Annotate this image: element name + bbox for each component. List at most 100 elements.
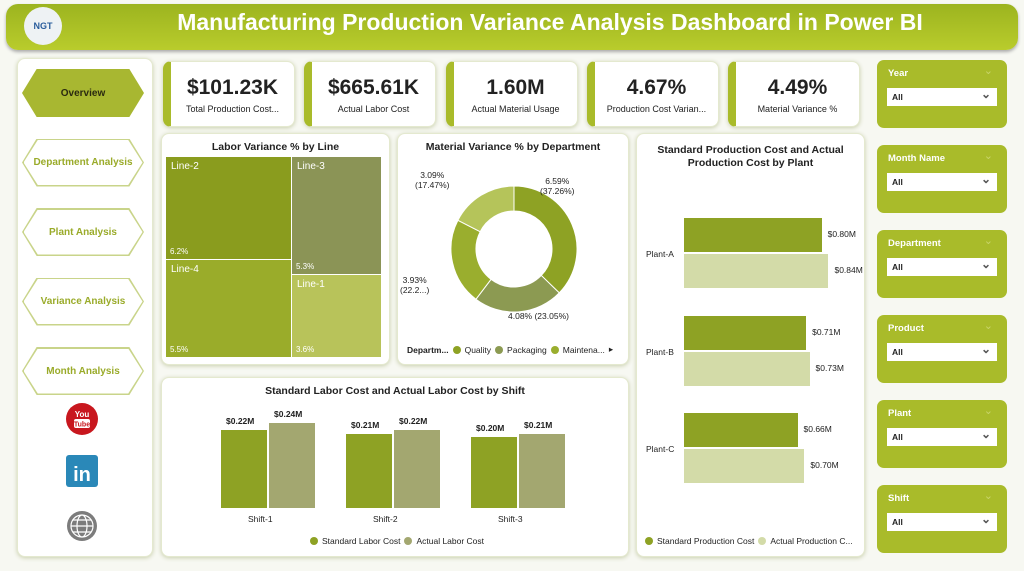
legend-marker (452, 345, 461, 354)
tile-label: Line-3 (297, 161, 325, 172)
legend-item[interactable]: Standard Production Cost (657, 536, 755, 546)
material-variance-donut-card: Material Variance % by Department (397, 133, 629, 365)
header-bar (6, 4, 1018, 50)
company-logo: NGT (24, 7, 62, 45)
shift-legend: Standard Labor Cost Actual Labor Cost (310, 536, 484, 546)
x-tick-label: Shift-1 (248, 514, 273, 524)
slicer-dropdown[interactable]: All (887, 87, 997, 106)
bar-plant-b-actual[interactable] (684, 352, 810, 386)
kpi-card: 1.60M Actual Material Usage (446, 61, 578, 127)
chevron-down-icon[interactable]: ⌄ (983, 65, 993, 77)
slicer-department: Department ⌄ All (877, 230, 1007, 298)
legend-marker (550, 345, 559, 354)
bar-data-label: $0.20M (476, 423, 505, 434)
slicer-label: Year (888, 68, 909, 79)
slicer-product: Product ⌄ All (877, 315, 1007, 383)
svg-text:in: in (73, 464, 91, 486)
bar-plant-a-actual[interactable] (684, 254, 829, 288)
tile-value: 5.5% (170, 345, 189, 354)
legend-marker (495, 345, 504, 354)
slicer-plant: Plant ⌄ All (877, 400, 1007, 468)
nav-label: Plant Analysis (49, 226, 117, 238)
bar-data-label: $0.70M (810, 460, 839, 470)
slicer-dropdown[interactable]: All (887, 172, 997, 191)
slicer-shift: Shift ⌄ All (877, 485, 1007, 553)
bar-plant-c-standard[interactable] (684, 413, 798, 447)
nav-variance-analysis-button[interactable]: Variance Analysis (22, 277, 144, 326)
bar-shift-3-standard[interactable] (471, 437, 517, 508)
bar-shift-3-actual[interactable] (519, 433, 565, 508)
y-tick-label: Plant-C (646, 444, 675, 454)
bar-shift-2-actual[interactable] (394, 430, 440, 508)
x-tick-label: Shift-3 (498, 514, 523, 524)
legend-item[interactable]: Actual Labor Cost (416, 536, 485, 546)
legend-item[interactable]: Packaging (507, 344, 547, 355)
kpi-value: $101.23K (186, 76, 279, 99)
tile-label: Line-1 (297, 279, 325, 290)
legend-item[interactable]: Quality (464, 344, 492, 355)
slicer-dropdown[interactable]: All (887, 342, 997, 361)
slicer-label: Plant (888, 408, 912, 419)
kpi-value: $665.61K (327, 76, 420, 99)
x-tick-label: Shift-2 (373, 514, 398, 524)
page-title: Manufacturing Production Variance Analys… (177, 9, 923, 35)
legend-item[interactable]: Actual Production C... (770, 536, 853, 546)
chart-title: Material Variance % by Department (425, 141, 601, 153)
bar-data-label: $0.24M (274, 409, 303, 420)
nav-plant-analysis-button[interactable]: Plant Analysis (22, 208, 144, 256)
donut-chart (450, 185, 578, 313)
slicer-label: Product (888, 323, 924, 334)
tile-label: Line-2 (171, 161, 199, 172)
kpi-card: $665.61K Actual Labor Cost (304, 61, 436, 127)
globe-icon[interactable] (66, 510, 98, 542)
bar-data-label: $0.22M (226, 416, 255, 427)
kpi-card: 4.67% Production Cost Varian... (587, 61, 719, 127)
nav-month-analysis-button[interactable]: Month Analysis (22, 347, 144, 395)
donut-slice[interactable] (513, 185, 578, 294)
kpi-label: Actual Material Usage (471, 104, 560, 114)
bar-shift-2-standard[interactable] (346, 433, 392, 508)
treemap-tile-line-1[interactable]: Line-1 3.6% (292, 275, 381, 357)
kpi-value: 4.67% (626, 76, 687, 99)
legend-next-arrow-icon[interactable]: ▸ (608, 344, 614, 354)
slicer-dropdown[interactable]: All (887, 257, 997, 276)
bar-plant-a-standard[interactable] (684, 218, 822, 252)
bar-shift-1-actual[interactable] (269, 423, 315, 508)
bar-plant-b-standard[interactable] (684, 316, 807, 350)
chart-title: Standard Labor Cost and Actual Labor Cos… (265, 385, 525, 397)
slicer-dropdown[interactable]: All (887, 512, 997, 531)
slicer-dropdown[interactable]: All (887, 427, 997, 446)
svg-text:Tube: Tube (74, 422, 90, 429)
kpi-label: Material Variance % (757, 104, 838, 114)
nav-overview-button[interactable]: Overview (22, 69, 144, 117)
chevron-down-icon[interactable]: ⌄ (983, 320, 993, 332)
chevron-down-icon[interactable]: ⌄ (983, 490, 993, 502)
chevron-down-icon[interactable]: ⌄ (983, 235, 993, 247)
tile-label: Line-4 (171, 264, 199, 275)
chart-title: Labor Variance % by Line (211, 141, 340, 153)
linkedin-icon[interactable]: in (66, 455, 98, 487)
chart-title: Standard Production Cost and Actual Prod… (657, 144, 844, 169)
bar-data-label: $0.21M (524, 419, 553, 430)
treemap-tile-line-3[interactable]: Line-3 5.3% (292, 157, 381, 274)
kpi-card: $101.23K Total Production Cost... (163, 61, 295, 127)
tile-value: 3.6% (296, 345, 315, 354)
bar-plant-c-actual[interactable] (684, 449, 805, 483)
donut-slice[interactable] (450, 219, 492, 300)
youtube-icon[interactable]: You Tube (66, 403, 98, 435)
tile-value: 6.2% (170, 247, 189, 256)
legend-item[interactable]: Maintena... (562, 344, 605, 355)
legend-item[interactable]: Standard Labor Cost (322, 536, 401, 546)
kpi-label: Production Cost Varian... (606, 104, 707, 114)
bar-data-label: $0.22M (399, 416, 428, 427)
chevron-down-icon[interactable]: ⌄ (983, 405, 993, 417)
y-tick-label: Plant-B (646, 347, 674, 357)
bar-data-label: $0.80M (827, 229, 856, 239)
tile-value: 5.3% (296, 262, 315, 271)
chevron-down-icon[interactable]: ⌄ (983, 150, 993, 162)
treemap-tile-line-4[interactable]: Line-4 5.5% (166, 260, 291, 357)
bar-shift-1-standard[interactable] (221, 430, 267, 508)
donut-slice[interactable] (457, 185, 515, 233)
treemap-tile-line-2[interactable]: Line-2 6.2% (166, 157, 291, 259)
nav-department-analysis-button[interactable]: Department Analysis (22, 138, 144, 187)
